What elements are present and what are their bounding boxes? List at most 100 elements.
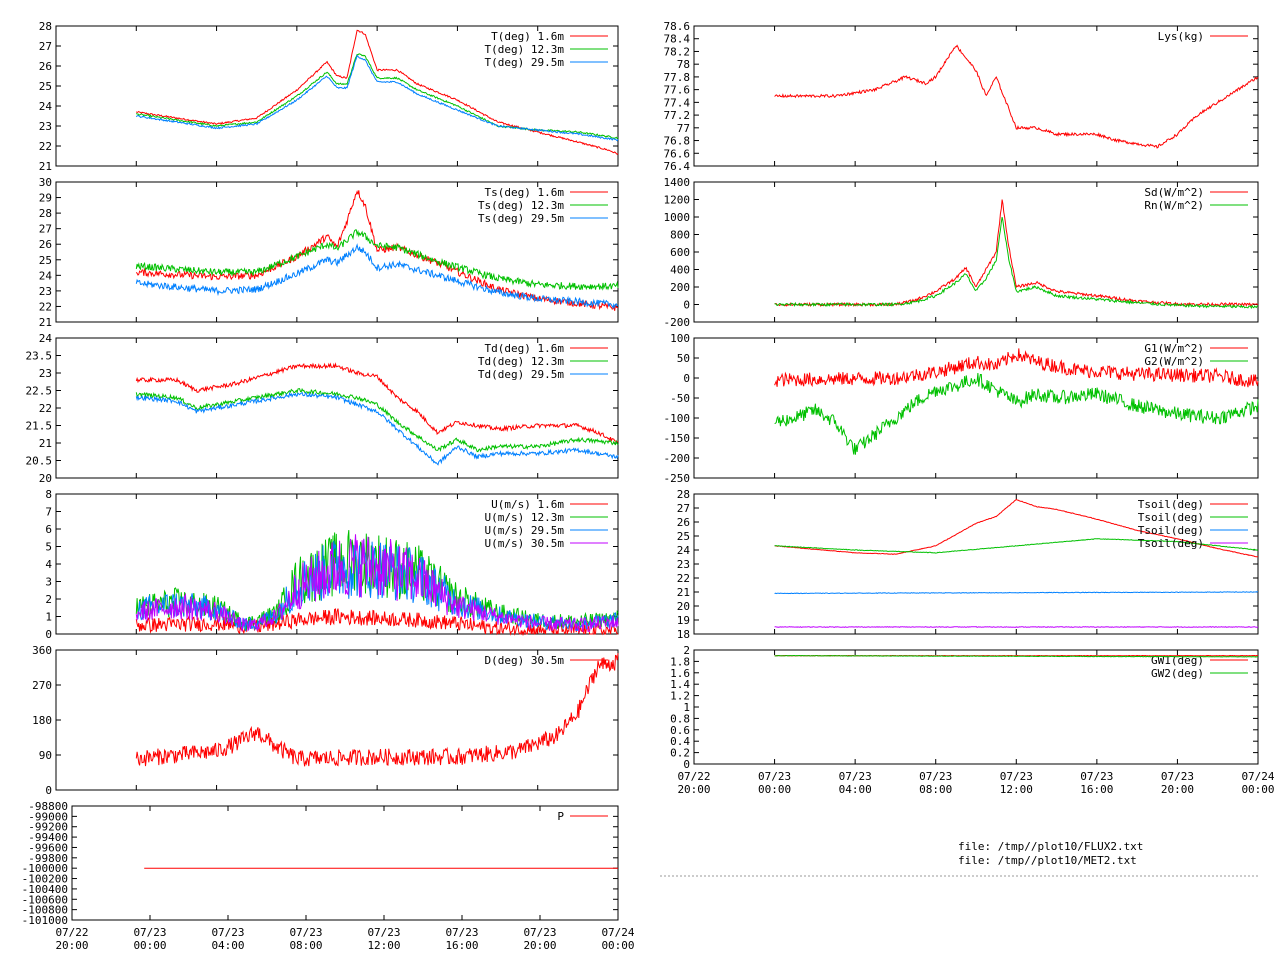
y-tick-label: 5 [45, 541, 52, 554]
x-tick-date: 07/23 [133, 926, 166, 939]
x-tick-date: 07/23 [367, 926, 400, 939]
y-tick-label: 600 [670, 246, 690, 259]
x-tick-time: 16:00 [1080, 783, 1113, 796]
legend-label: T(deg) 29.5m [485, 56, 565, 69]
y-tick-label: 7 [45, 506, 52, 519]
y-tick-label: 21 [677, 586, 690, 599]
y-tick-label: 270 [32, 679, 52, 692]
y-tick-label: 27 [39, 223, 52, 236]
legend-label: GW2(deg) [1151, 667, 1204, 680]
y-tick-label: 77.2 [664, 109, 691, 122]
y-tick-label: 24 [39, 100, 53, 113]
y-tick-label: 8 [45, 488, 52, 501]
y-tick-label: 0 [45, 628, 52, 641]
legend-label: Tsoil(deg) [1138, 524, 1204, 537]
x-tick-date: 07/23 [919, 770, 952, 783]
y-tick-label: 0.8 [670, 712, 690, 725]
x-tick-time: 00:00 [601, 939, 634, 952]
y-tick-label: -50 [670, 392, 690, 405]
y-tick-label: 400 [670, 264, 690, 277]
x-tick-time: 04:00 [211, 939, 244, 952]
y-tick-label: 24 [39, 269, 53, 282]
y-tick-label: 22 [39, 300, 52, 313]
y-tick-label: -99800 [28, 852, 68, 865]
y-tick-label: 76.4 [664, 160, 691, 173]
series-line [135, 29, 619, 155]
y-tick-label: 23 [39, 367, 52, 380]
x-tick-date: 07/22 [55, 926, 88, 939]
y-tick-label: 2 [683, 644, 690, 657]
y-tick-label: 21 [39, 160, 52, 173]
x-tick-date: 07/23 [758, 770, 791, 783]
y-tick-label: 20 [39, 472, 52, 485]
y-tick-label: 0 [45, 784, 52, 797]
y-tick-label: 78.4 [664, 33, 691, 46]
y-tick-label: 22 [39, 140, 52, 153]
x-tick-time: 20:00 [1161, 783, 1194, 796]
x-tick-date: 07/23 [1000, 770, 1033, 783]
y-tick-label: 1 [683, 701, 690, 714]
y-tick-label: -150 [664, 432, 691, 445]
y-tick-label: 24 [677, 544, 691, 557]
y-tick-label: 360 [32, 644, 52, 657]
file-label-met: file: /tmp//plot10/MET2.txt [958, 854, 1137, 867]
x-tick-time: 20:00 [677, 783, 710, 796]
y-tick-label: 28 [677, 488, 690, 501]
y-tick-label: 28 [39, 20, 52, 33]
y-tick-label: -100600 [22, 893, 68, 906]
y-tick-label: 1.8 [670, 655, 690, 668]
panel-gw: 00.20.40.60.811.21.41.61.82GW1(deg)GW2(d… [670, 644, 1259, 771]
y-tick-label: 77.8 [664, 71, 691, 84]
y-tick-label: 0 [683, 758, 690, 771]
series-line [135, 653, 619, 767]
y-tick-label: 24 [39, 332, 53, 345]
y-tick-label: 1200 [664, 194, 691, 207]
plot-frame [55, 25, 619, 167]
y-tick-label: 90 [39, 749, 52, 762]
series-line [135, 362, 619, 443]
x-tick-date: 07/24 [1241, 770, 1274, 783]
series-line [135, 534, 619, 633]
legend-label: T(deg) 1.6m [491, 30, 564, 43]
x-tick-time: 16:00 [445, 939, 478, 952]
y-tick-label: -100 [664, 412, 691, 425]
legend-label: U(m/s) 1.6m [491, 498, 564, 511]
y-tick-label: 23 [39, 285, 52, 298]
panel-lys: 76.476.676.87777.277.477.677.87878.278.4… [664, 20, 1259, 173]
plot-frame [71, 805, 619, 921]
x-tick-time: 20:00 [523, 939, 556, 952]
x-tick-date: 07/23 [523, 926, 556, 939]
series-line [774, 538, 1259, 554]
y-tick-label: 25 [39, 254, 52, 267]
y-tick-label: 20 [677, 600, 690, 613]
y-tick-label: 77.4 [664, 96, 691, 109]
panel-t: 21 22 23 24 25 26 27 28 T(deg) 1.6mT(deg) 12.3mT… [39, 20, 619, 173]
y-tick-label: 0 [683, 299, 690, 312]
legend-label: Ts(deg) 12.3m [478, 199, 564, 212]
y-tick-label: 0.4 [670, 735, 690, 748]
y-tick-label: -101000 [22, 914, 68, 927]
y-tick-label: 1.6 [670, 667, 690, 680]
x-tick-time: 00:00 [1241, 783, 1274, 796]
y-tick-label: 0.6 [670, 724, 690, 737]
x-tick-date: 07/23 [839, 770, 872, 783]
y-tick-label: 20.5 [26, 455, 53, 468]
panel-sdrn: -200 0 200 400 600 800 1000 1200 1400 Sd(W/m^2)Rn… [664, 176, 1259, 329]
x-tick-date: 07/24 [601, 926, 634, 939]
y-tick-label: 22.5 [26, 385, 53, 398]
y-tick-label: 27 [39, 40, 52, 53]
plot-frame [693, 25, 1259, 167]
x-tick-time: 00:00 [758, 783, 791, 796]
y-tick-label: 3 [45, 576, 52, 589]
legend-label: Rn(W/m^2) [1144, 199, 1204, 212]
panel-d: 0 90 180 270 360 D(deg) 30.5m [32, 644, 619, 797]
y-tick-label: 180 [32, 714, 52, 727]
y-tick-label: 50 [677, 352, 690, 365]
y-tick-label: -99400 [28, 831, 68, 844]
legend-label: G1(W/m^2) [1144, 342, 1204, 355]
plot-frame [55, 181, 619, 323]
y-tick-label: 23 [677, 558, 690, 571]
panel-g: -250 -200 -150 -100 -50 0 50 100 G1(W/m^2)G2(W/m… [664, 332, 1259, 485]
legend-label: U(m/s) 12.3m [485, 511, 565, 524]
